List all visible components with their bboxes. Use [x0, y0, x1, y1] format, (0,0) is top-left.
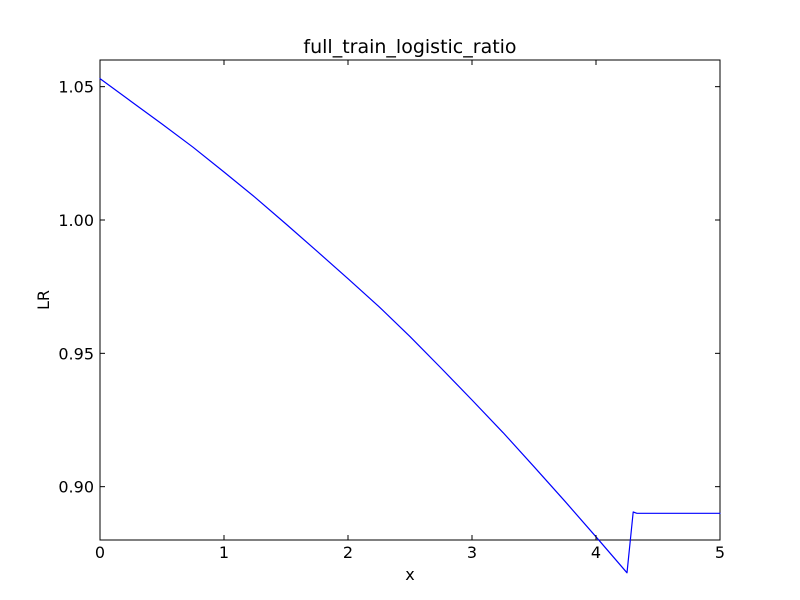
- y-tick-label-3: 1.05: [58, 78, 94, 97]
- y-axis: 0.90 0.95 1.00 1.05: [58, 78, 720, 497]
- y-axis-label: LR: [34, 290, 53, 310]
- y-tick-label-0: 0.90: [58, 478, 94, 497]
- plot-area: [99, 59, 721, 574]
- plot-frame: [99, 59, 721, 541]
- x-axis-label: x: [405, 565, 414, 584]
- series-line-0: [99, 78, 721, 574]
- x-tick-label-4: 4: [591, 543, 601, 562]
- y-tick-label-2: 1.00: [58, 211, 94, 230]
- x-axis: 0 1 2 3 4 5: [95, 60, 725, 562]
- x-tick-label-1: 1: [219, 543, 229, 562]
- chart-title: full_train_logistic_ratio: [303, 36, 516, 58]
- x-tick-label-2: 2: [343, 543, 353, 562]
- x-tick-label-0: 0: [95, 543, 105, 562]
- y-tick-label-1: 0.95: [58, 344, 94, 363]
- x-tick-label-5: 5: [715, 543, 725, 562]
- x-tick-label-3: 3: [467, 543, 477, 562]
